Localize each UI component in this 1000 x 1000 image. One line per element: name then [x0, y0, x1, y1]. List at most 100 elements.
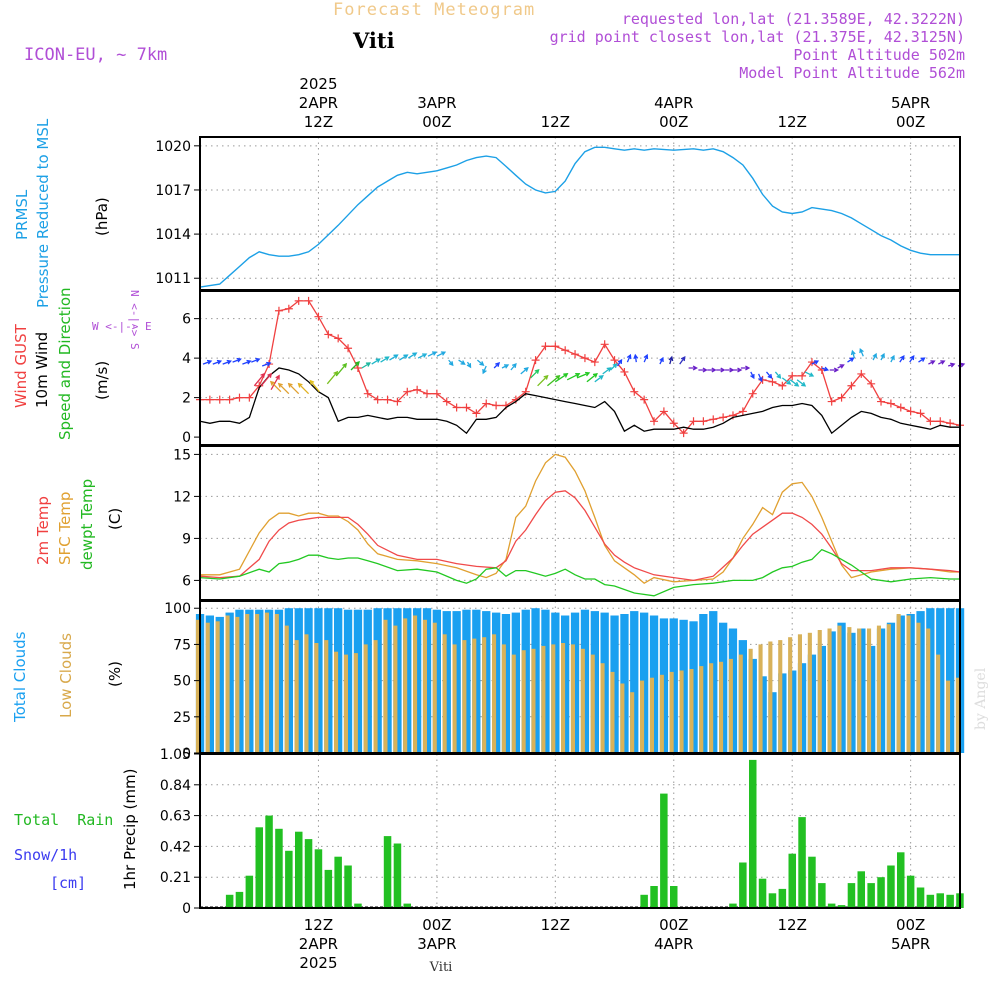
- wind-direction-arrow: [520, 366, 529, 375]
- gust-marker: [274, 306, 283, 315]
- total-cloud-bar: [452, 611, 461, 753]
- clouds-frame: [199, 600, 961, 754]
- gust-marker: [452, 403, 461, 412]
- wind-direction-arrow: [212, 359, 223, 365]
- total-cloud-bar: [797, 663, 807, 753]
- total-cloud-bar: [768, 692, 777, 753]
- data-layer: [195, 146, 966, 908]
- precip-bar: [936, 893, 944, 908]
- gust-marker: [324, 330, 333, 339]
- temp-ytick-label: 15: [173, 447, 191, 463]
- precip-bar: [324, 869, 333, 908]
- low-cloud-bar: [817, 630, 822, 753]
- total-cloud-bar: [294, 608, 303, 753]
- total-cloud-bar: [649, 615, 659, 753]
- wind-direction-arrow: [829, 367, 840, 373]
- low-cloud-bar: [294, 640, 299, 753]
- wind-direction-arrow: [616, 358, 623, 367]
- gust-marker: [294, 296, 303, 305]
- pressure-line: [199, 146, 960, 288]
- gust-marker: [432, 389, 441, 398]
- cloud-unit: (%): [106, 661, 124, 687]
- precip-bar: [660, 793, 668, 908]
- wind-direction-arrow: [698, 367, 708, 373]
- low-cloud-bar: [620, 683, 625, 753]
- wind-labels: Wind GUST 10m Wind Speed and Direction (…: [12, 287, 152, 440]
- gust-marker: [847, 381, 856, 390]
- precip-ytick-label: 0.42: [160, 839, 191, 855]
- wind-direction-arrow: [796, 379, 807, 387]
- wind-direction-arrow: [270, 374, 280, 391]
- low-cloud-bar: [373, 640, 378, 753]
- gust-marker: [284, 304, 293, 313]
- temp-labels: 2m Temp SFC Temp dewpt Temp (C): [34, 479, 124, 570]
- precip-bar: [729, 903, 737, 908]
- gust-marker: [936, 417, 945, 426]
- total-cloud-bar: [373, 608, 382, 753]
- bottom-time-label: 00Z: [422, 916, 451, 934]
- gust-marker: [610, 356, 619, 365]
- gust-marker: [728, 411, 737, 420]
- total-cloud-bar: [857, 628, 866, 753]
- total-cloud-bar: [393, 608, 402, 753]
- wind-direction-arrow: [297, 382, 310, 395]
- wind-direction-arrow: [261, 361, 272, 367]
- wind-direction-arrow: [668, 355, 674, 365]
- low-cloud-bar: [827, 628, 832, 753]
- ticks-layer: 10111014101710200246691215025507510000.2…: [155, 75, 930, 972]
- low-cloud-bar: [689, 669, 694, 753]
- model-altitude: Model Point Altitude 562m: [739, 64, 965, 82]
- precip-bar: [275, 828, 283, 908]
- gust-marker: [482, 399, 491, 408]
- wind10m-label: 10m Wind: [33, 332, 51, 408]
- gust-marker: [373, 395, 382, 404]
- precip-bar: [393, 843, 402, 908]
- gust-marker: [788, 371, 797, 380]
- wind-direction-arrow: [436, 351, 447, 357]
- wind-direction-arrow: [566, 373, 581, 381]
- total-cloud-bar: [600, 612, 609, 753]
- precip-ytick-label: 0.84: [160, 778, 191, 794]
- precip-bar: [798, 817, 806, 908]
- low-cloud-bar: [472, 638, 477, 753]
- total-cloud-bar: [778, 673, 787, 753]
- wind-direction-arrow: [371, 358, 381, 365]
- low-cloud-bar: [916, 622, 921, 753]
- low-cloud-bar: [492, 634, 497, 753]
- low-cloud-bar: [255, 614, 260, 753]
- wind-ytick-label: 2: [182, 391, 191, 407]
- snow-unit-label: [cm]: [50, 874, 86, 892]
- footer-location: Viti: [429, 960, 453, 975]
- precip-bar: [916, 887, 925, 908]
- precip-bar: [383, 836, 392, 908]
- wind-direction-arrow: [707, 367, 717, 373]
- gust-marker: [541, 342, 550, 351]
- low-cloud-bar: [610, 671, 615, 753]
- low-cloud-bar: [304, 634, 309, 753]
- wind-direction-arrow: [389, 354, 399, 361]
- precip-bar: [926, 894, 935, 908]
- total-cloud-bar: [432, 609, 441, 753]
- prmsl-desc-label: Pressure Reduced to MSL: [34, 118, 52, 308]
- clouds-ytick-label: 75: [173, 637, 191, 653]
- low-cloud-bar: [876, 625, 881, 753]
- bottom-time-label: 12Z: [304, 916, 333, 934]
- gust-marker: [768, 377, 777, 386]
- wind-direction-arrow: [909, 354, 915, 363]
- gust-marker: [857, 369, 866, 378]
- wind-ytick-label: 0: [182, 430, 191, 446]
- wind-direction-arrow: [232, 357, 242, 363]
- total-cloud-bar: [462, 609, 471, 753]
- gust-marker: [403, 387, 412, 396]
- wind-direction-arrow: [417, 353, 428, 359]
- low-cloud-bar: [274, 614, 279, 753]
- precip-bar: [314, 849, 323, 908]
- wind-direction-arrow: [918, 357, 926, 363]
- total-cloud-bar: [264, 609, 274, 753]
- wind-direction-arrow: [493, 362, 501, 369]
- total-cloud-bar: [472, 609, 481, 753]
- pressure-unit: (hPa): [93, 197, 111, 236]
- top-time-label: 4APR: [654, 94, 693, 112]
- total-cloud-bar: [709, 611, 718, 753]
- gust-marker: [798, 371, 807, 380]
